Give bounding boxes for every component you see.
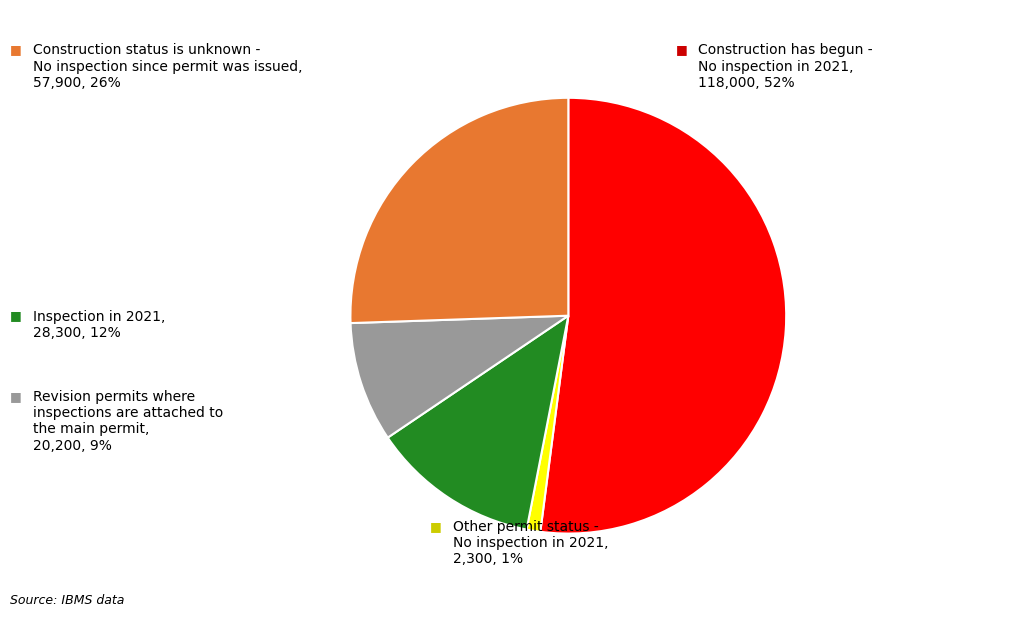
- Text: Inspection in 2021,
28,300, 12%: Inspection in 2021, 28,300, 12%: [33, 310, 165, 340]
- Text: Construction status is unknown -
No inspection since permit was issued,
57,900, : Construction status is unknown - No insp…: [33, 43, 302, 90]
- Text: ■: ■: [676, 43, 687, 56]
- Text: ■: ■: [10, 43, 22, 56]
- Wedge shape: [350, 98, 568, 323]
- Text: ■: ■: [10, 310, 22, 322]
- Text: Source: IBMS data: Source: IBMS data: [10, 594, 125, 607]
- Wedge shape: [350, 316, 568, 438]
- Wedge shape: [526, 316, 568, 532]
- Text: Other permit status -
No inspection in 2021,
2,300, 1%: Other permit status - No inspection in 2…: [453, 520, 608, 566]
- Text: ■: ■: [430, 520, 441, 533]
- Wedge shape: [541, 98, 786, 534]
- Text: Construction has begun -
No inspection in 2021,
118,000, 52%: Construction has begun - No inspection i…: [698, 43, 873, 90]
- Text: ■: ■: [10, 390, 22, 403]
- Wedge shape: [388, 316, 568, 529]
- Text: Revision permits where
inspections are attached to
the main permit,
20,200, 9%: Revision permits where inspections are a…: [33, 390, 223, 452]
